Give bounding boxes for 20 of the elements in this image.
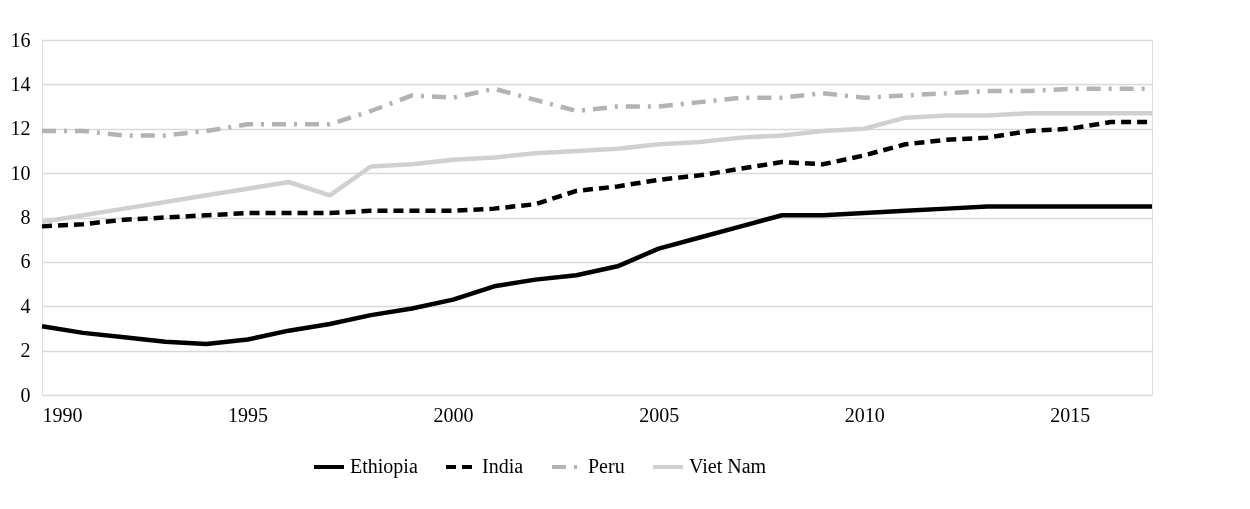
legend-label: India [482, 455, 524, 477]
x-tick-label: 2015 [1050, 403, 1091, 426]
x-tick-label: 1990 [42, 403, 83, 426]
x-tick-label: 1995 [228, 403, 269, 426]
y-tick-label: 10 [10, 161, 31, 184]
x-tick-label: 2010 [844, 403, 885, 426]
y-tick-label: 2 [20, 339, 31, 362]
x-tick-label: 2000 [433, 403, 474, 426]
y-tick-label: 8 [20, 206, 31, 228]
x-tick-label: 2005 [639, 403, 680, 426]
legend-label: Peru [588, 455, 625, 477]
y-tick-label: 4 [20, 294, 31, 317]
line-series [39, 204, 1155, 347]
legend-label: Viet Nam [689, 455, 767, 477]
y-tick-label: 6 [20, 250, 31, 273]
y-tick-label: 12 [10, 117, 31, 140]
legend-label: Ethiopia [350, 455, 418, 478]
y-tick-label: 16 [10, 28, 31, 51]
y-tick-label: 14 [10, 72, 31, 95]
y-tick-label: 0 [20, 383, 31, 406]
